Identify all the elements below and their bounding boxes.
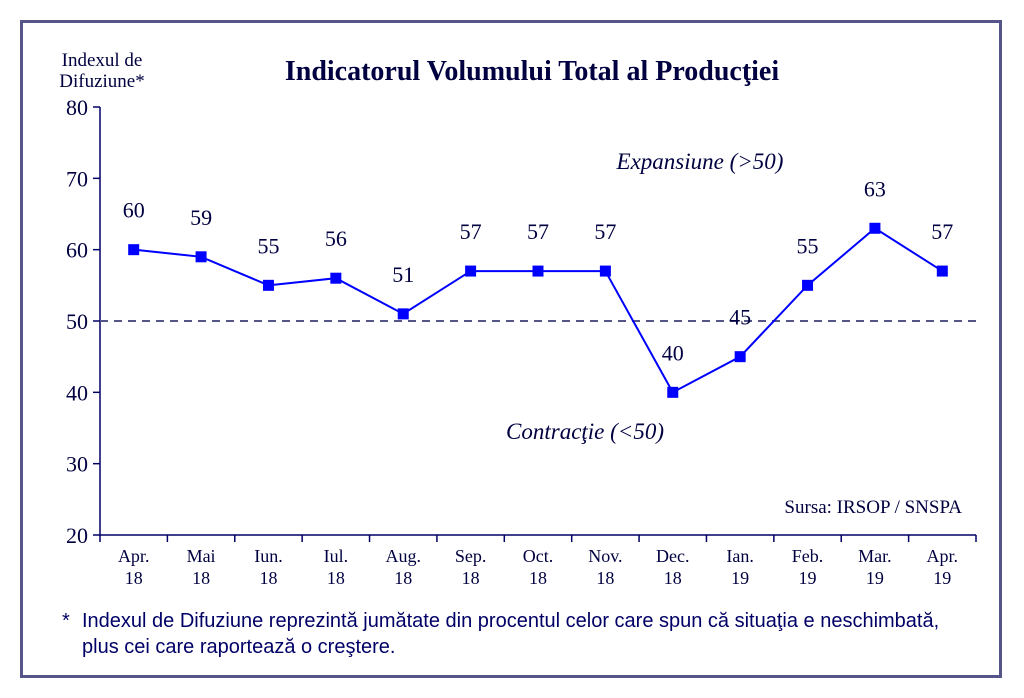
x-tick-label-year: 18: [125, 568, 143, 588]
source-note: Sursa: IRSOP / SNSPA: [784, 497, 962, 518]
x-tick-label-month: Apr.: [927, 546, 959, 566]
data-label: 55: [797, 233, 819, 258]
x-tick-label-month: Mar.: [858, 546, 892, 566]
data-label: 57: [594, 219, 616, 244]
data-label: 55: [257, 233, 279, 258]
data-point: [802, 279, 814, 291]
expansion-annotation: Expansiune (>50): [616, 149, 784, 174]
x-tick-label-year: 18: [462, 568, 480, 588]
series-line: [133, 227, 943, 394]
data-label: 60: [123, 198, 145, 223]
x-tick-label-month: Oct.: [523, 546, 554, 566]
x-tick-label-month: Apr.: [118, 546, 150, 566]
x-tick-label-month: Iun.: [254, 546, 283, 566]
data-label: 57: [460, 219, 482, 244]
data-point: [330, 272, 342, 284]
x-tick-label-year: 18: [664, 568, 682, 588]
data-label: 56: [325, 226, 347, 251]
y-tick-label: 40: [66, 380, 88, 405]
contraction-annotation: Contracţie (<50): [506, 419, 664, 444]
x-tick-label-month: Iul.: [324, 546, 349, 566]
x-tick-label-month: Dec.: [656, 546, 689, 566]
x-tick-label-month: Nov.: [588, 546, 622, 566]
data-label: 57: [931, 219, 953, 244]
data-point: [936, 265, 948, 277]
footnote: * Indexul de Difuziune reprezintă jumăta…: [62, 608, 946, 660]
data-point: [869, 222, 881, 234]
x-tick-label-year: 19: [866, 568, 884, 588]
x-tick-label-year: 19: [933, 568, 951, 588]
data-point: [465, 265, 477, 277]
data-point: [532, 265, 544, 277]
x-tick-label-month: Ian.: [726, 546, 753, 566]
x-tick-label-year: 18: [596, 568, 614, 588]
data-point: [128, 244, 140, 256]
data-label: 51: [392, 262, 414, 287]
x-tick-label-month: Sep.: [455, 546, 487, 566]
data-point: [734, 351, 746, 363]
y-axis-label-line-2: Difuziune*: [59, 71, 144, 92]
data-label: 59: [190, 205, 212, 230]
chart-title: Indicatorul Volumului Total al Producţie…: [285, 56, 779, 87]
y-axis-label-line-1: Indexul de: [62, 50, 143, 71]
x-tick-label-year: 18: [529, 568, 547, 588]
chart: Indicatorul Volumului Total al Producţie…: [59, 50, 977, 588]
data-point: [599, 265, 611, 277]
x-tick-label-year: 18: [259, 568, 277, 588]
y-tick-label: 60: [66, 238, 88, 263]
data-label: 57: [527, 219, 549, 244]
x-tick-label-year: 18: [192, 568, 210, 588]
footnote-text: Indexul de Difuziune reprezintă jumătate…: [82, 610, 940, 658]
y-tick-label: 20: [66, 523, 88, 548]
x-tick-label-year: 18: [394, 568, 412, 588]
x-tick-label-year: 19: [799, 568, 817, 588]
data-point: [195, 251, 207, 263]
x-tick-label-year: 19: [731, 568, 749, 588]
data-point: [667, 386, 679, 398]
data-label: 45: [729, 305, 751, 330]
y-tick-label: 30: [66, 452, 88, 477]
y-tick-label: 50: [66, 309, 88, 334]
x-tick-label-month: Mai: [187, 546, 216, 566]
x-tick-label-month: Aug.: [385, 546, 421, 566]
data-point: [397, 308, 409, 320]
data-point: [262, 279, 274, 291]
y-tick-label: 70: [66, 166, 88, 191]
data-label: 40: [662, 340, 684, 365]
x-tick-label-month: Feb.: [792, 546, 824, 566]
chart-frame: [20, 20, 1002, 678]
footnote-star: *: [62, 610, 70, 632]
y-tick-label: 80: [66, 95, 88, 120]
x-tick-label-year: 18: [327, 568, 345, 588]
data-label: 63: [864, 176, 886, 201]
